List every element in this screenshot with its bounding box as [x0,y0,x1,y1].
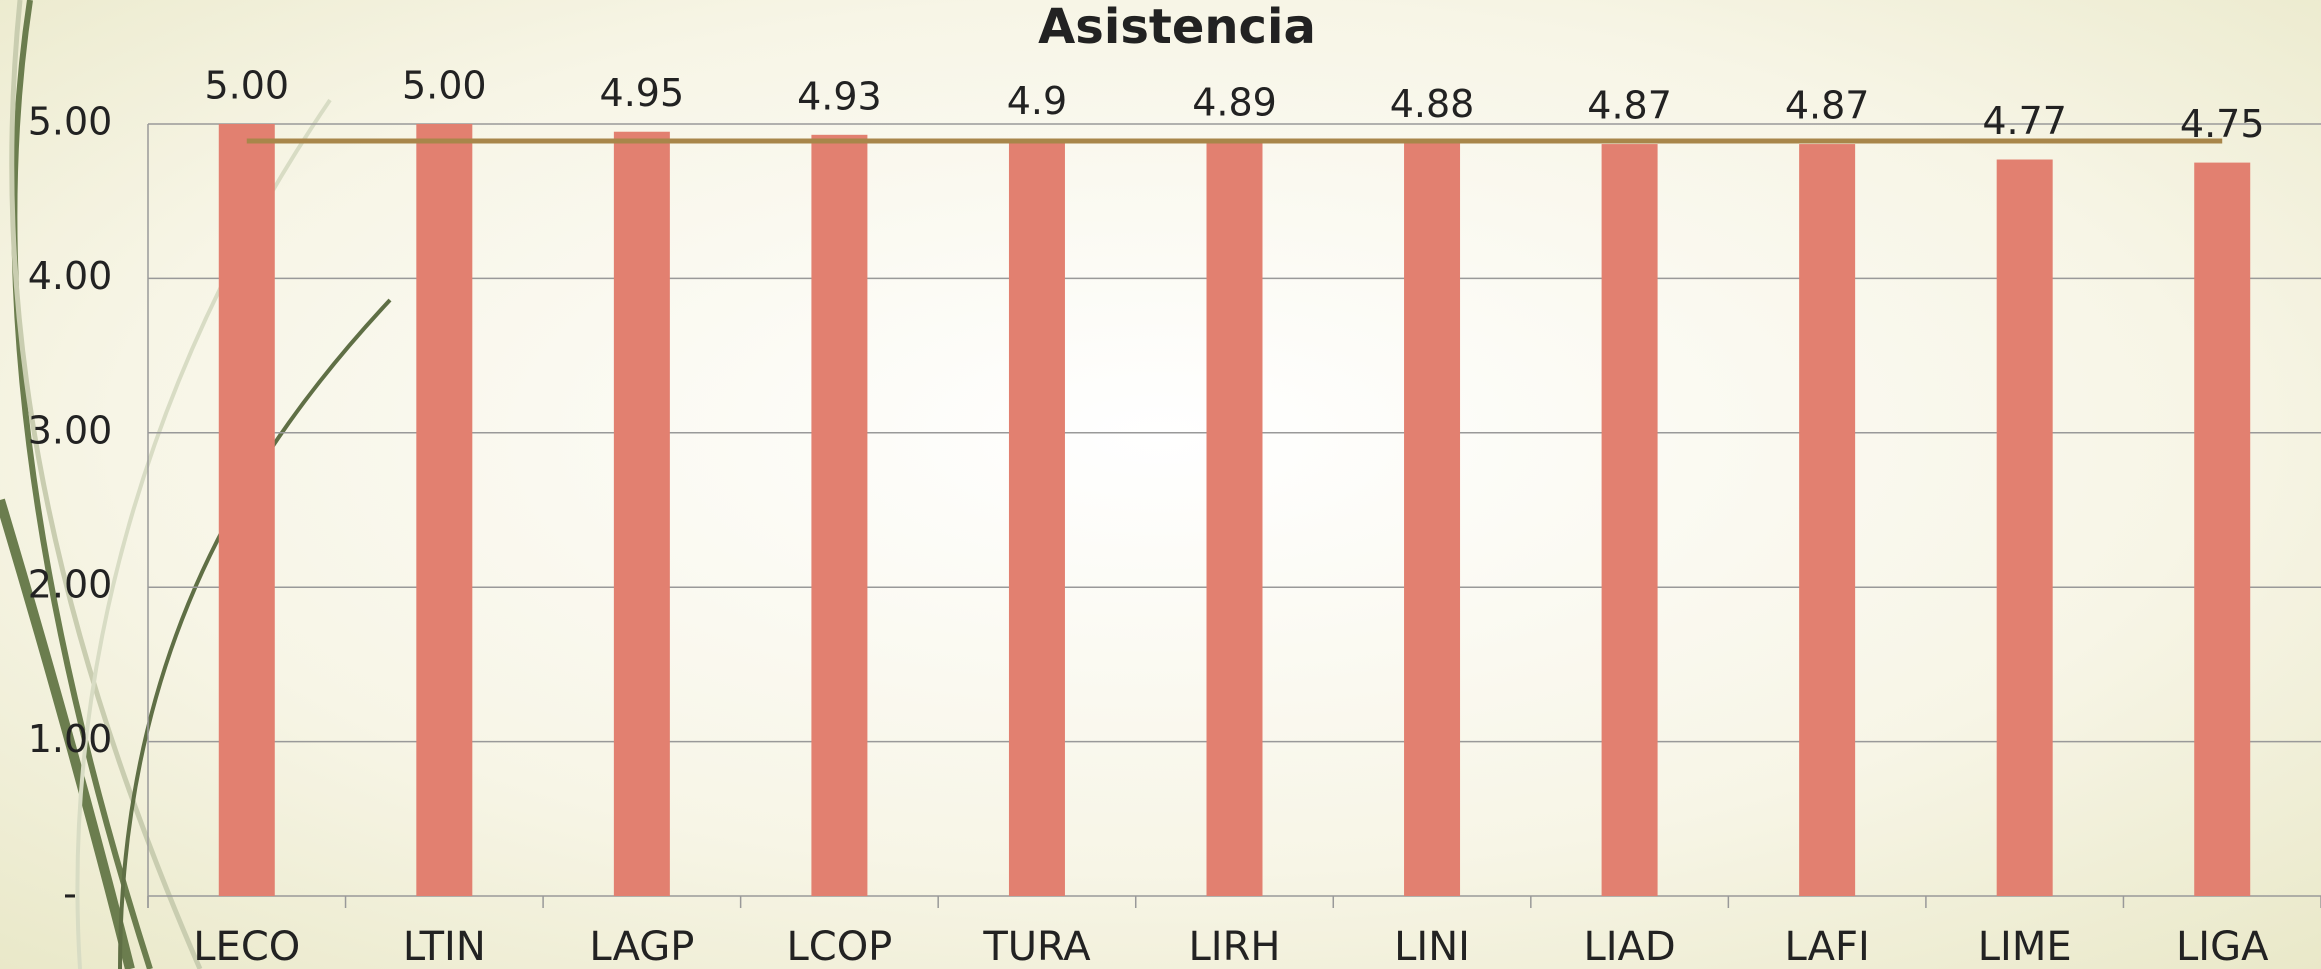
x-tick-label: LTIN [403,924,486,969]
data-label: 4.87 [1587,84,1672,128]
data-label: 4.87 [1785,84,1870,128]
data-label: 5.00 [204,64,289,108]
bar [1008,139,1065,896]
x-tick-label: LIRH [1189,924,1281,969]
bar [1601,144,1658,896]
x-tick-label: LAFI [1784,924,1869,969]
x-tick-label: LCOP [786,924,892,969]
data-label: 4.95 [600,71,685,115]
y-tick-label: 4.00 [28,254,113,298]
bar [1404,142,1461,896]
bar [218,124,275,896]
data-label: 4.77 [1982,99,2067,143]
bar [1799,144,1856,896]
y-tick-label: 1.00 [28,717,113,761]
x-tick-label: LINI [1394,924,1470,969]
bar [1996,159,2053,897]
y-tick-label: 3.00 [28,408,113,452]
y-tick-label: 5.00 [28,100,113,144]
data-label: 5.00 [402,64,487,108]
x-tick-label: LIGA [2176,924,2269,969]
data-label: 4.93 [797,74,882,118]
bar [2194,162,2251,897]
bar [1206,140,1263,896]
data-label: 4.9 [1007,79,1067,123]
x-tick-label: LIME [1978,924,2072,969]
y-tick-label: - [63,872,77,916]
x-tick-label: LAGP [589,924,694,969]
bar [811,134,868,897]
x-tick-label: TURA [982,924,1091,969]
bar [416,124,473,896]
data-label: 4.88 [1390,82,1475,126]
x-tick-label: LIAD [1583,924,1675,969]
data-label: 4.89 [1192,80,1277,124]
x-tick-label: LECO [193,924,300,969]
bar [613,131,670,897]
y-tick-label: 2.00 [28,563,113,607]
chart-title: Asistencia [1038,0,1316,55]
